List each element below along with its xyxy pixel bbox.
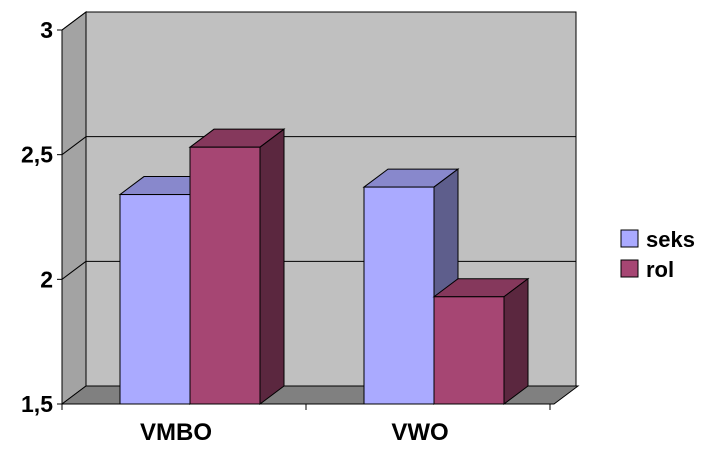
x-category-label: VWO [391,419,448,444]
gridline-side [61,260,87,280]
legend-label: seks [646,227,695,252]
legend-item-rol: rol [620,257,674,282]
side-wall [61,11,87,405]
bar-front [363,186,435,405]
y-tick-label: 2,5 [21,142,53,168]
y-tick-label: 1,5 [21,391,53,417]
x-category-label: VMBO [140,419,212,444]
bar-rol-VMBO [188,128,286,405]
x-category-labels: VMBO VWO [140,419,449,446]
bars [118,128,530,405]
gridline-side [61,136,87,156]
y-tick-label: 3 [40,17,53,43]
gridline-side [61,11,87,31]
y-tick-label: 2 [40,266,53,292]
bar-side [503,277,529,405]
legend-item-seks: seks [620,227,695,252]
bar-rol-VWO [432,277,530,405]
bar-front [433,296,505,405]
y-tick-labels: 1,5 2 2,5 3 [21,17,53,417]
legend-swatch [620,259,639,278]
bar-front [119,194,191,405]
legend-label: rol [646,257,674,282]
bar-side [259,128,285,405]
bar-front [189,146,261,405]
legend-swatch [620,229,639,248]
legend: seks rol [620,227,695,282]
